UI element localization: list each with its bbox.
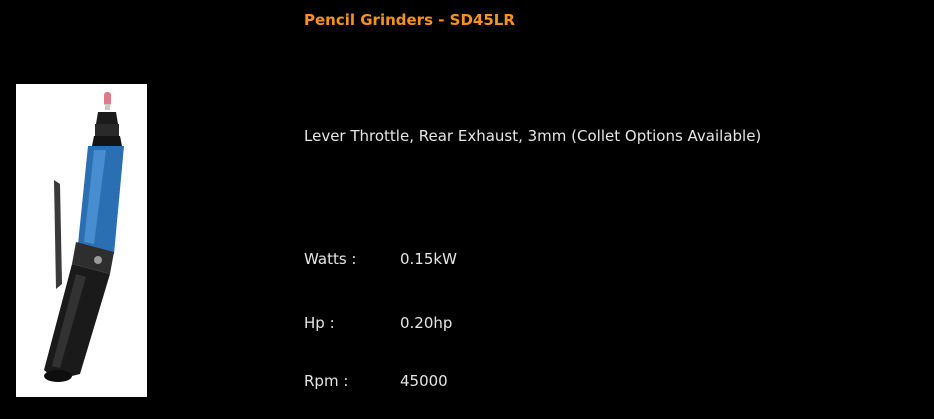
pencil-grinder-icon — [44, 92, 124, 382]
product-title: Pencil Grinders - SD45LR — [304, 11, 515, 29]
spec-label-rpm: Rpm : — [304, 372, 349, 390]
spec-value-rpm: 45000 — [400, 372, 448, 390]
spec-label-hp: Hp : — [304, 314, 335, 332]
product-description: Lever Throttle, Rear Exhaust, 3mm (Colle… — [304, 127, 762, 145]
spec-value-hp: 0.20hp — [400, 314, 453, 332]
spec-value-watts: 0.15kW — [400, 250, 457, 268]
spec-label-watts: Watts : — [304, 250, 357, 268]
product-image — [16, 84, 147, 397]
